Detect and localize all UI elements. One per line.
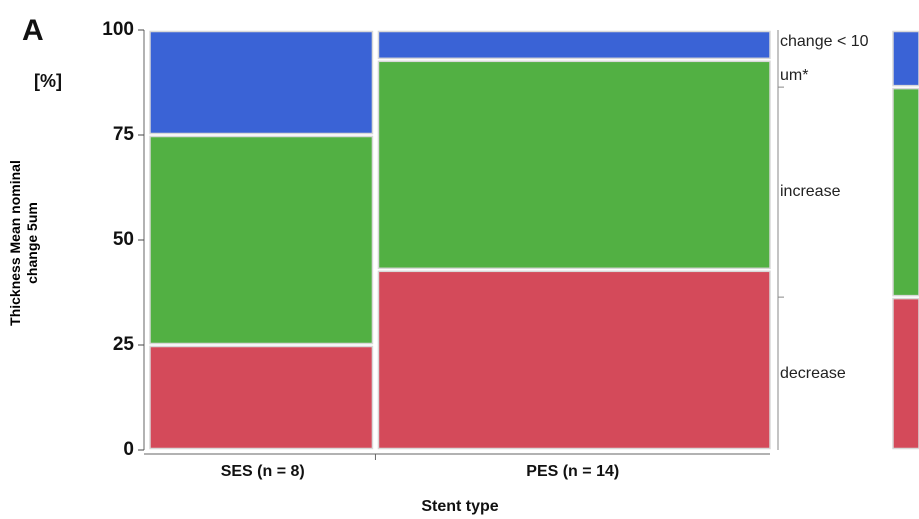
y-unit: [%] bbox=[34, 71, 62, 91]
mosaic-cell bbox=[377, 270, 771, 450]
x-tick-label: PES (n = 14) bbox=[526, 463, 619, 480]
x-tick-label: SES (n = 8) bbox=[221, 463, 305, 480]
overall-segment bbox=[892, 87, 919, 297]
overall-segment bbox=[892, 297, 919, 450]
y-tick-label: 25 bbox=[113, 334, 135, 355]
panel-label: A bbox=[22, 14, 44, 47]
y-axis-label: Thickness Mean nominal change 5um bbox=[7, 160, 40, 326]
series-label: increase bbox=[780, 183, 841, 201]
y-tick-label: 75 bbox=[113, 124, 135, 145]
y-label-box: Thickness Mean nominal change 5um bbox=[7, 160, 40, 326]
y-tick-label: 50 bbox=[113, 229, 134, 250]
x-axis-label: Stent type bbox=[421, 498, 498, 515]
mosaic-cell bbox=[377, 30, 771, 60]
mosaic-cell bbox=[149, 345, 374, 450]
series-label: change < 10 um* bbox=[780, 32, 869, 84]
overall-segment bbox=[892, 30, 919, 87]
series-label: decrease bbox=[780, 364, 846, 382]
mosaic-cell bbox=[149, 135, 374, 345]
mosaic-cell bbox=[149, 30, 374, 135]
y-tick-label: 100 bbox=[102, 19, 134, 40]
y-tick-label: 0 bbox=[123, 439, 134, 460]
mosaic-cell bbox=[377, 60, 771, 270]
